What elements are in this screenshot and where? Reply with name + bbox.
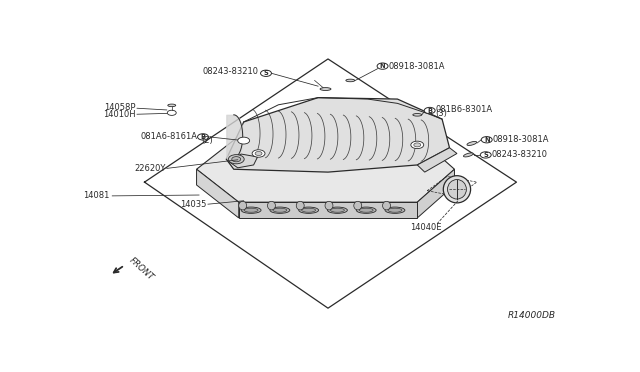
Ellipse shape (320, 87, 331, 90)
Ellipse shape (356, 207, 376, 214)
Ellipse shape (330, 208, 344, 212)
Circle shape (255, 151, 262, 155)
Text: 08918-3081A: 08918-3081A (493, 135, 549, 144)
Text: 14081: 14081 (83, 191, 110, 201)
Circle shape (252, 150, 265, 157)
Circle shape (198, 134, 209, 140)
Text: B: B (427, 108, 432, 113)
Polygon shape (239, 202, 417, 218)
Ellipse shape (328, 207, 348, 214)
Text: FRONT: FRONT (127, 256, 156, 282)
Circle shape (481, 137, 492, 143)
Ellipse shape (270, 207, 290, 214)
Ellipse shape (467, 141, 477, 145)
Circle shape (228, 155, 244, 164)
Text: 08243-83210: 08243-83210 (492, 150, 548, 160)
Circle shape (232, 157, 241, 162)
Polygon shape (196, 136, 454, 202)
Text: 22620Y: 22620Y (134, 164, 165, 173)
Polygon shape (417, 148, 457, 172)
Circle shape (424, 108, 435, 114)
Ellipse shape (273, 208, 287, 212)
Ellipse shape (268, 201, 275, 210)
Ellipse shape (388, 208, 402, 212)
Circle shape (237, 137, 250, 144)
Text: 081A6-8161A: 081A6-8161A (140, 132, 197, 141)
Ellipse shape (385, 207, 405, 214)
Text: 14058P: 14058P (104, 103, 136, 112)
Ellipse shape (354, 201, 362, 210)
Polygon shape (417, 169, 454, 218)
Ellipse shape (359, 208, 373, 212)
Text: S: S (264, 70, 268, 76)
Ellipse shape (301, 208, 316, 212)
Ellipse shape (383, 201, 390, 210)
Ellipse shape (346, 79, 355, 82)
Text: B: B (200, 134, 205, 140)
Text: 081B6-8301A: 081B6-8301A (436, 105, 493, 114)
Polygon shape (196, 169, 239, 218)
Text: N: N (380, 63, 385, 69)
Circle shape (167, 110, 176, 115)
Text: (2): (2) (201, 136, 213, 145)
Text: 14010H: 14010H (103, 110, 136, 119)
Text: R14000DB: R14000DB (508, 311, 556, 320)
Circle shape (377, 63, 388, 69)
Text: 08243-83210: 08243-83210 (202, 67, 259, 76)
Circle shape (480, 152, 491, 158)
Ellipse shape (296, 201, 304, 210)
Ellipse shape (463, 153, 473, 157)
Ellipse shape (444, 176, 470, 203)
Circle shape (260, 70, 271, 76)
Text: 08918-3081A: 08918-3081A (388, 62, 445, 71)
Ellipse shape (168, 104, 176, 107)
Ellipse shape (239, 201, 246, 210)
Text: 14035: 14035 (180, 200, 207, 209)
Ellipse shape (325, 201, 333, 210)
Circle shape (414, 143, 420, 147)
Polygon shape (229, 154, 257, 168)
Ellipse shape (244, 208, 258, 212)
Text: N: N (484, 137, 490, 143)
Ellipse shape (413, 113, 422, 116)
Ellipse shape (241, 207, 261, 214)
Polygon shape (227, 97, 449, 172)
Text: (3): (3) (436, 109, 447, 118)
Text: S: S (483, 152, 488, 158)
Circle shape (411, 141, 424, 149)
Text: 14040E: 14040E (410, 224, 442, 232)
Ellipse shape (299, 207, 319, 214)
Ellipse shape (447, 180, 467, 199)
